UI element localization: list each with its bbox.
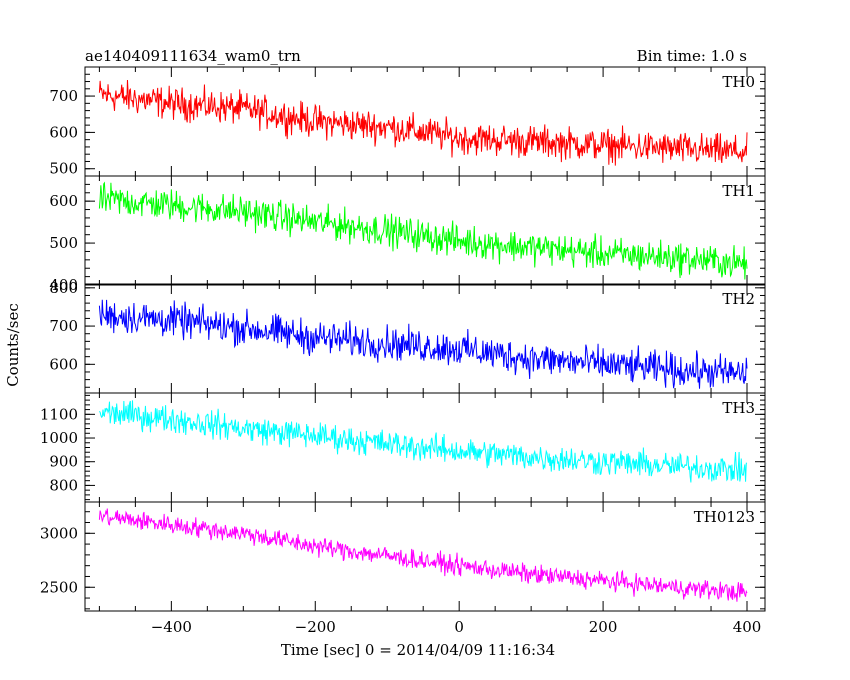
bin-time-label: Bin time: 1.0 s — [637, 47, 747, 65]
panels-group: TH0 500 600 700 TH1 400 500 600 TH2 600 700 800 TH3 8… — [40, 66, 766, 636]
x-tick-label: 0 — [454, 618, 464, 636]
panel-frame — [84, 175, 766, 286]
panel-label: TH0 — [722, 73, 755, 91]
x-tick-label: −400 — [151, 618, 192, 636]
y-tick-label: 1100 — [40, 405, 78, 423]
panel-th2: TH2 600 700 800 — [49, 279, 766, 394]
series-line-th2 — [98, 299, 748, 389]
y-tick-label: 700 — [49, 317, 78, 335]
panel-label: TH3 — [722, 399, 755, 417]
y-tick-label: 400 — [49, 276, 78, 294]
series-line-th1 — [98, 181, 748, 280]
series-line-th3 — [98, 400, 748, 483]
y-tick-label: 500 — [49, 234, 78, 252]
panel-label: TH0123 — [694, 508, 755, 526]
series-line-th0123 — [98, 508, 748, 602]
y-tick-label: 500 — [49, 160, 78, 178]
y-tick-label: 800 — [49, 476, 78, 494]
x-axis-label: Time [sec] 0 = 2014/04/09 11:16:34 — [281, 641, 555, 659]
panel-label: TH2 — [722, 290, 755, 308]
x-tick-label: −200 — [295, 618, 336, 636]
y-tick-label: 700 — [49, 87, 78, 105]
x-tick-label: 400 — [733, 618, 762, 636]
x-tick-label: 200 — [589, 618, 618, 636]
y-tick-label: 2500 — [40, 578, 78, 596]
panel-th1: TH1 400 500 600 — [49, 175, 766, 294]
y-tick-label: 800 — [49, 279, 78, 297]
y-tick-label: 3000 — [40, 524, 78, 542]
y-axis-label: Counts/sec — [4, 303, 22, 387]
panel-label: TH1 — [722, 182, 755, 200]
series-line-th0 — [98, 79, 748, 166]
chart-title: ae140409111634_wam0_trn — [85, 47, 301, 65]
y-tick-label: 600 — [49, 123, 78, 141]
panel-frame — [84, 392, 766, 503]
y-tick-label: 600 — [49, 355, 78, 373]
y-tick-label: 1000 — [40, 429, 78, 447]
panel-th0: TH0 500 600 700 — [49, 66, 766, 178]
y-tick-label: 600 — [49, 192, 78, 210]
panel-frame — [84, 501, 766, 612]
panel-frame — [84, 283, 766, 394]
panel-th3: TH3 800 900 1000 1100 — [40, 392, 766, 503]
panel-th0123: TH0123 2500 3000 — [40, 501, 766, 612]
y-tick-label: 900 — [49, 453, 78, 471]
